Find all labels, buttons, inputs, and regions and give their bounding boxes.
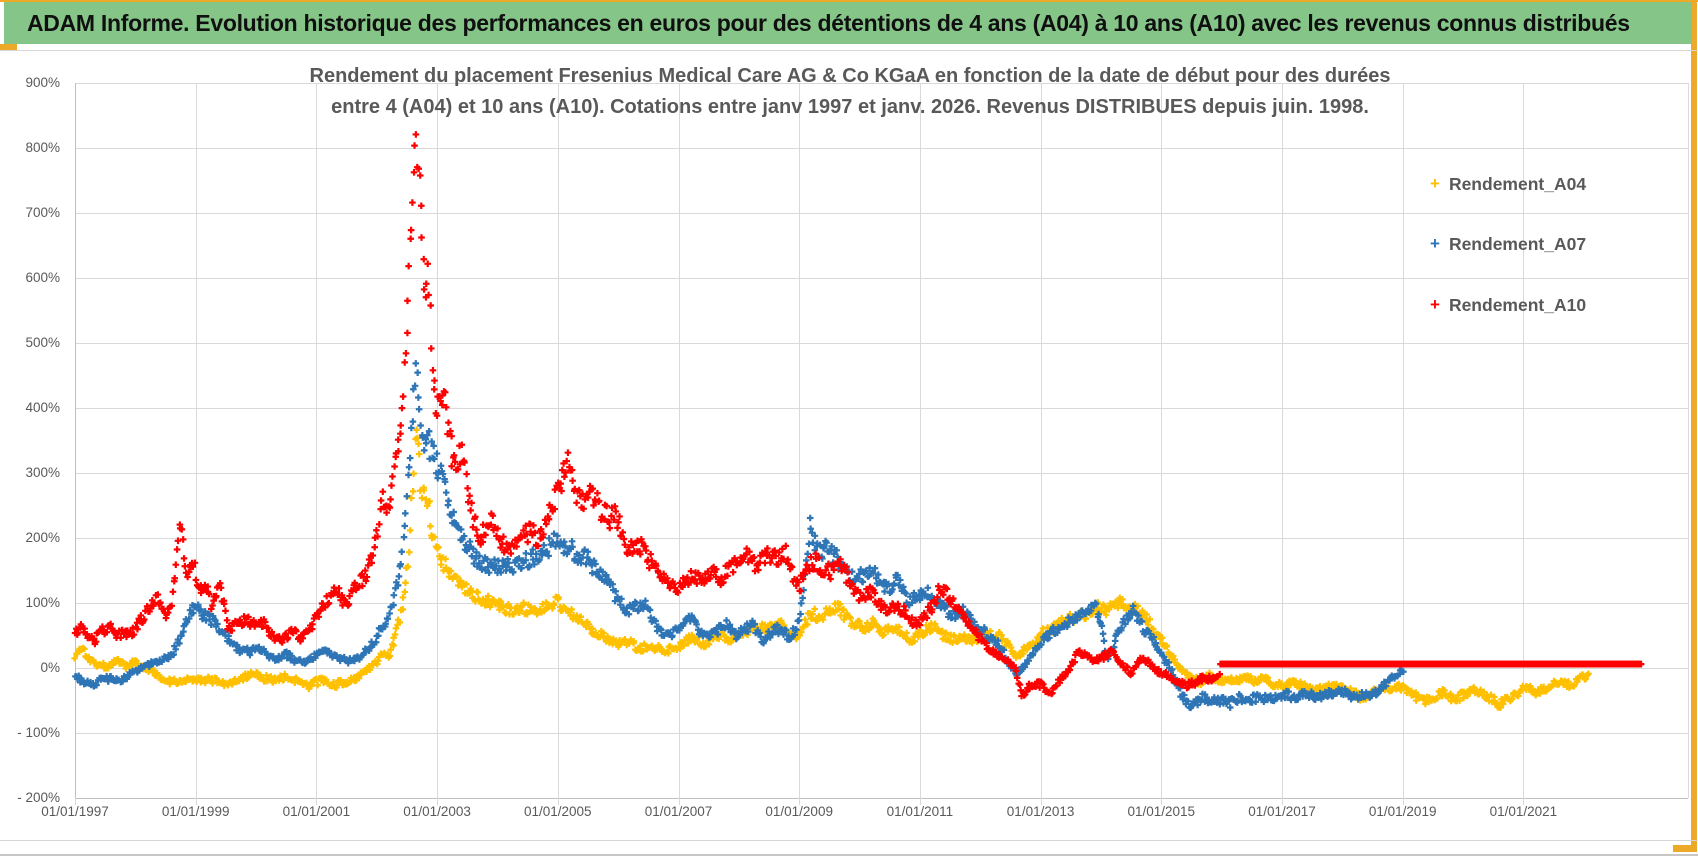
plus-marker-icon: + (1430, 234, 1440, 253)
y-axis-label: 800% (25, 140, 60, 155)
x-axis-label: 01/01/2021 (1489, 804, 1558, 819)
y-axis-label: - 100% (17, 725, 60, 740)
plus-marker-icon: + (1430, 174, 1440, 193)
y-axis-label: 400% (25, 400, 60, 415)
y-axis-label: 900% (25, 75, 60, 90)
x-axis-label: 01/01/2003 (403, 804, 471, 819)
x-axis-label: 01/01/2001 (282, 804, 351, 819)
legend-item-a04: + Rendement_A04 (1430, 172, 1630, 196)
x-axis-label: 01/01/2011 (886, 804, 954, 819)
chart-title: Rendement du placement Fresenius Medical… (160, 61, 1540, 123)
x-axis-label: 01/01/1997 (41, 804, 109, 819)
x-axis-label: 01/01/2017 (1248, 804, 1316, 819)
x-axis-label: 01/01/2007 (644, 804, 713, 819)
y-axis-label: - 200% (17, 790, 60, 805)
x-axis-label: 01/01/2009 (765, 804, 833, 819)
legend-item-a07: + Rendement_A07 (1430, 232, 1630, 256)
x-axis-label: 01/01/2015 (1127, 804, 1196, 819)
x-axis-label: 01/01/2019 (1368, 804, 1437, 819)
y-axis-label: 300% (25, 465, 60, 480)
plus-marker-icon: + (1430, 295, 1440, 314)
y-axis-label: 200% (25, 530, 60, 545)
y-axis-label: 700% (25, 205, 60, 220)
x-axis-label: 01/01/2013 (1006, 804, 1075, 819)
chart-title-line2: entre 4 (A04) et 10 ans (A10). Cotations… (331, 96, 1369, 118)
y-axis-label: 500% (25, 335, 60, 350)
legend-item-a10: + Rendement_A10 (1430, 293, 1630, 317)
legend-label: Rendement_A04 (1448, 173, 1587, 194)
legend-label: Rendement_A10 (1448, 294, 1587, 315)
x-axis-label: 01/01/1999 (161, 804, 230, 819)
chart-title-line1: Rendement du placement Fresenius Medical… (309, 65, 1391, 87)
y-axis-label: 600% (25, 270, 60, 285)
y-axis-label: 100% (25, 595, 60, 610)
y-axis-label: 0% (40, 660, 60, 675)
legend-label: Rendement_A07 (1448, 233, 1587, 254)
x-axis-label: 01/01/2005 (524, 804, 592, 819)
